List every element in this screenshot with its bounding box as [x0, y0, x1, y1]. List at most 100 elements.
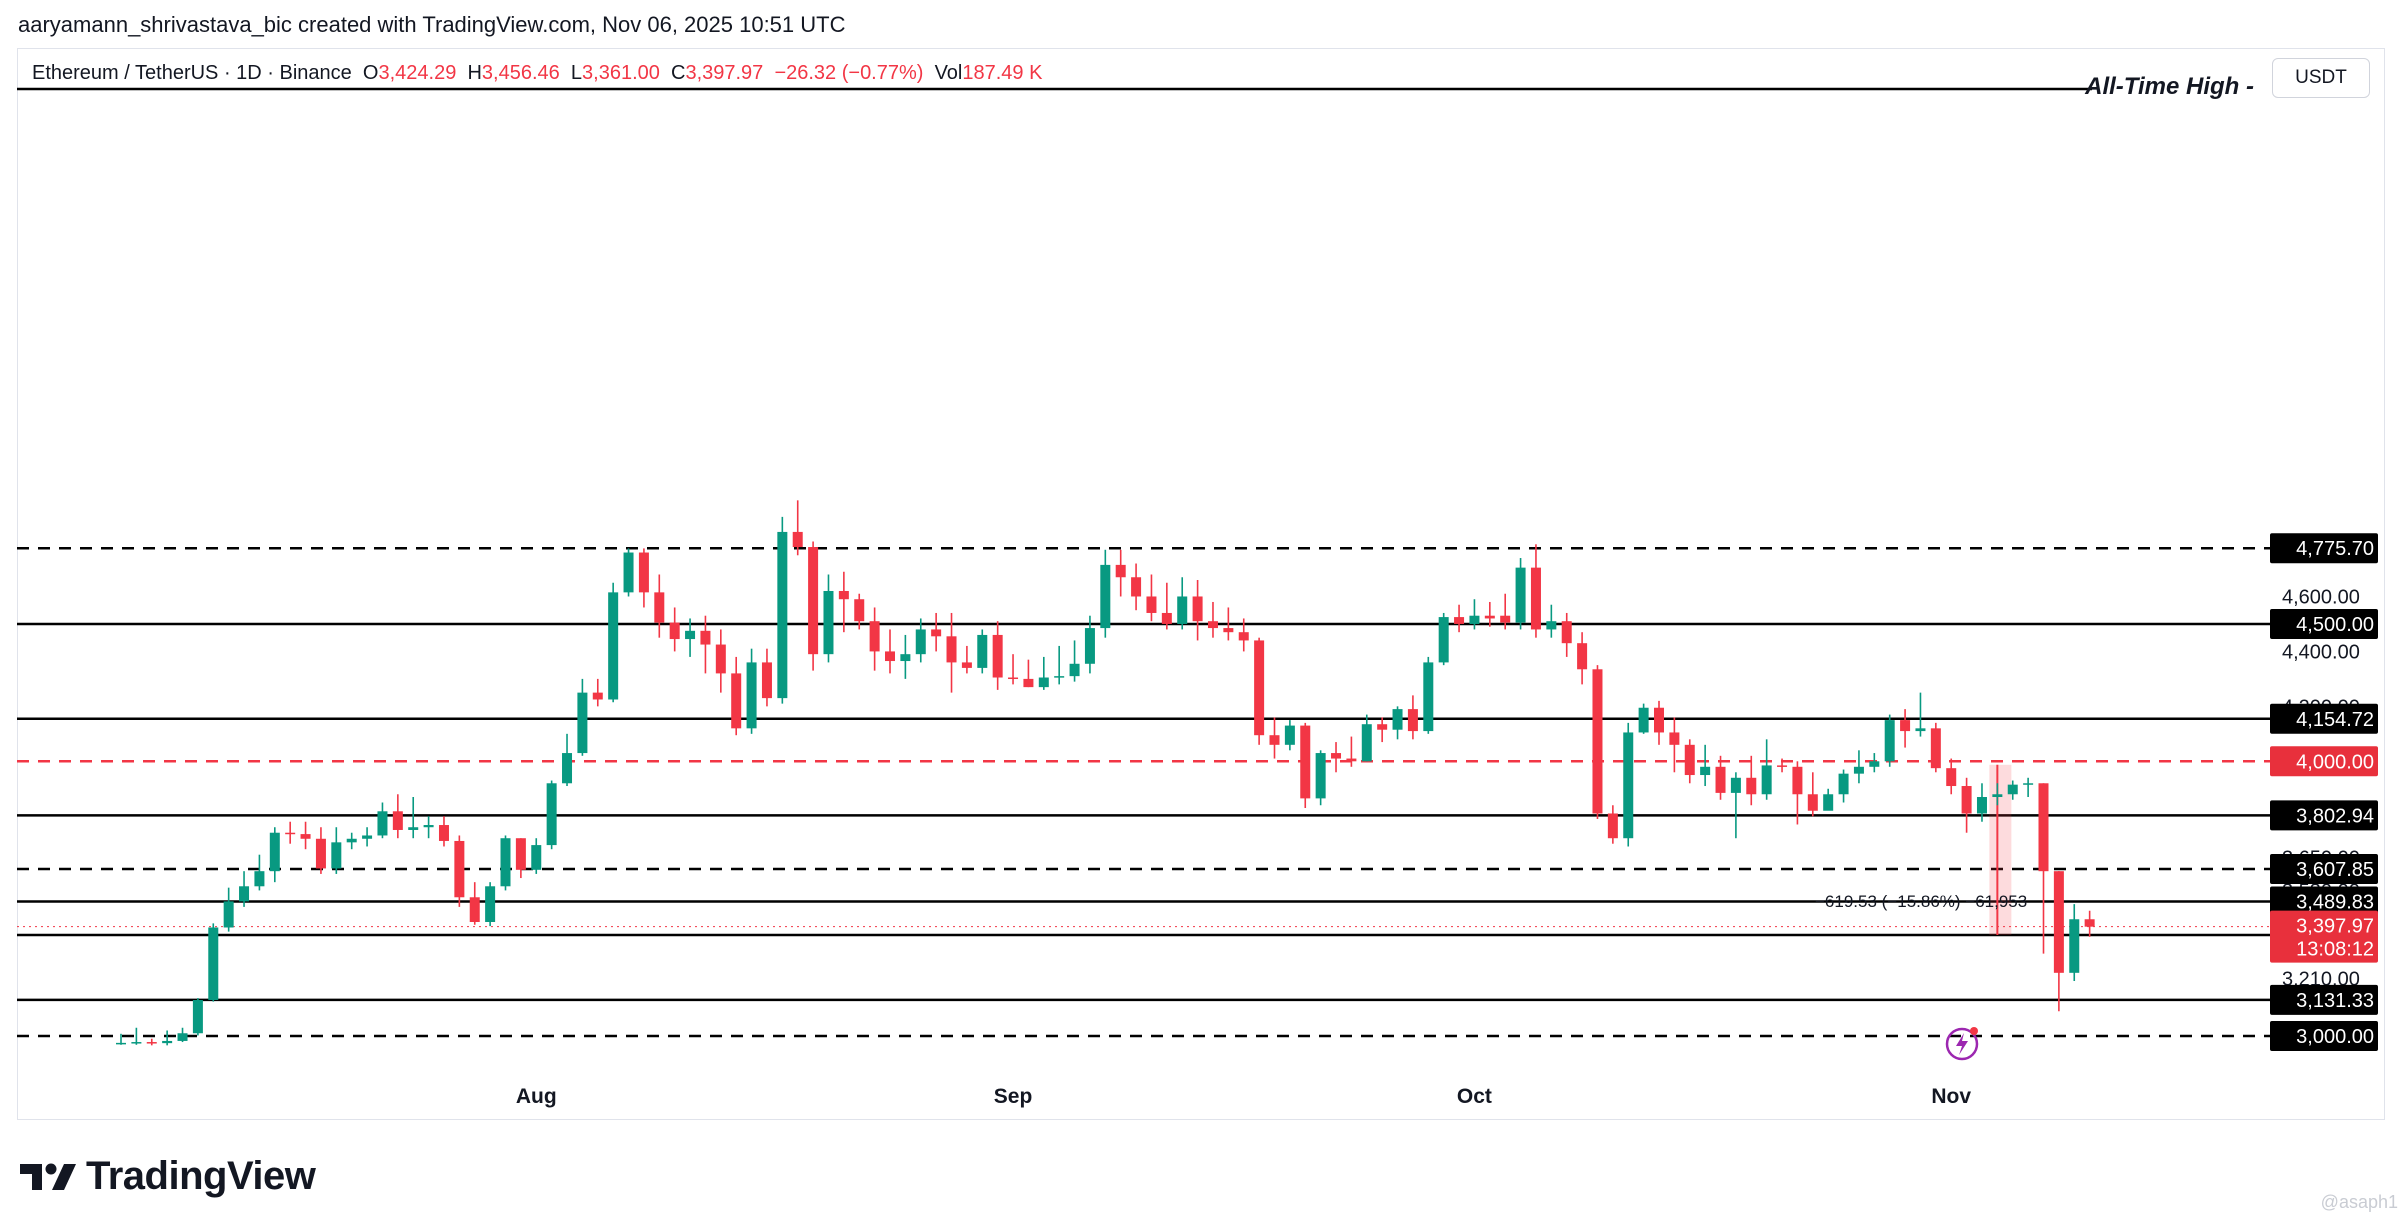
tradingview-logo-icon [20, 1163, 76, 1190]
candle-body [1838, 773, 1849, 795]
candle-body [300, 834, 311, 839]
candle-body [946, 636, 957, 663]
level-label-box [2270, 854, 2378, 885]
symbol-legend[interactable]: Ethereum / TetherUS · 1D · Binance O3,42… [32, 62, 1042, 85]
current-price-label: 3,397.97 [2296, 916, 2374, 938]
time-axis-label: Aug [516, 1085, 557, 1108]
level-label: 3,607.85 [2296, 859, 2374, 881]
level-label-box [2270, 608, 2378, 639]
tradingview-logo[interactable]: TradingView [20, 1152, 316, 1200]
candle-body [715, 644, 726, 674]
close-label: C [671, 62, 686, 84]
candle-body [1761, 765, 1772, 795]
chart-caption: aaryamann_shrivastava_bic created with T… [18, 12, 846, 37]
candle-body [700, 630, 711, 645]
measure-range [1989, 764, 2012, 935]
candle-body [1469, 615, 1480, 624]
level-label-box [2270, 800, 2378, 831]
candle-body [838, 590, 849, 600]
volume-value: 187.49 K [962, 62, 1043, 84]
candle-body [931, 629, 942, 637]
candle-body [731, 673, 742, 729]
candle-body [1131, 577, 1142, 597]
lightning-alert-icon[interactable] [1944, 1025, 1980, 1061]
high-label: H [467, 62, 482, 84]
candle-body [177, 1033, 188, 1041]
candle-body [331, 842, 342, 869]
candle-body [1454, 617, 1465, 624]
candle-body [885, 651, 895, 662]
candle-body [1807, 794, 1818, 811]
candle-body [1054, 676, 1065, 678]
price-axis: 4,800.004,600.004,400.004,200.003,650.00… [516, 532, 2360, 1108]
candle-body [254, 871, 265, 887]
measure-label: −619.53 (−15.86%) −61,953 [1815, 892, 2027, 911]
candle-body [1515, 567, 1526, 623]
candle-body [1177, 596, 1188, 624]
candle-body [1008, 677, 1019, 680]
price-axis-tick: 4,600.00 [2282, 586, 2360, 608]
measure-tool: −619.53 (−15.86%) −61,953 [1815, 764, 2027, 935]
currency-selector[interactable]: USDT [2272, 58, 2370, 98]
symbol-name: Ethereum / TetherUS · 1D · Binance [32, 62, 352, 84]
candle-body [1377, 724, 1388, 730]
candle-body [669, 622, 680, 640]
candle-body [500, 838, 511, 887]
watermark: @asaph1 [2320, 1192, 2398, 1212]
candle-body [638, 552, 649, 593]
candle-body [1546, 621, 1557, 630]
candles [116, 500, 2095, 1046]
candle-body [1254, 640, 1265, 736]
candle-body [346, 838, 357, 843]
candle-body [1730, 777, 1741, 793]
candle-body [2007, 784, 2018, 795]
level-label-box [2270, 703, 2378, 734]
candle-body [1407, 709, 1418, 732]
candle-body [1192, 596, 1203, 622]
candle-body [146, 1042, 157, 1044]
candle-body [1392, 709, 1403, 730]
candle-body [577, 692, 588, 754]
candle-body [239, 886, 250, 902]
candle-body [1500, 615, 1511, 623]
level-label: 3,131.33 [2296, 990, 2374, 1012]
candle-body [1315, 753, 1326, 799]
candle-body [1023, 678, 1034, 688]
candle-body [1577, 643, 1588, 670]
candle-body [469, 897, 480, 922]
candle-body [1930, 728, 1941, 769]
candle-body [1592, 669, 1603, 814]
candle-body [869, 621, 880, 652]
candle-body [1346, 758, 1357, 762]
candle-body [269, 832, 280, 872]
candle-body [1331, 753, 1342, 759]
high-value: 3,456.46 [481, 62, 560, 84]
current-price-box [2270, 910, 2378, 963]
candle-body [423, 825, 434, 828]
candle-body [131, 1042, 142, 1044]
candle-body [1823, 794, 1834, 811]
candle-body [438, 825, 449, 841]
candle-body [1669, 732, 1680, 745]
chart-frame [17, 48, 2385, 1120]
candle-body [116, 1042, 126, 1045]
candle-body [1223, 628, 1234, 633]
candle-body [408, 827, 419, 830]
price-axis-tick: 3,210.00 [2282, 968, 2360, 990]
candle-body [377, 811, 388, 836]
candle-body [592, 692, 603, 700]
level-label-box [2270, 746, 2378, 777]
candle-body [854, 599, 865, 622]
candle-body [1207, 621, 1218, 629]
candle-body [1915, 728, 1926, 732]
candle-body [792, 531, 803, 548]
level-label-box [2270, 1021, 2378, 1051]
time-axis-label: Nov [1931, 1085, 1971, 1108]
candle-body [746, 662, 757, 729]
candle-body [192, 1000, 203, 1034]
low-value: 3,361.00 [582, 62, 660, 84]
candle-body [1100, 564, 1111, 629]
candle-body [1946, 768, 1957, 787]
candle-body [1607, 813, 1618, 839]
